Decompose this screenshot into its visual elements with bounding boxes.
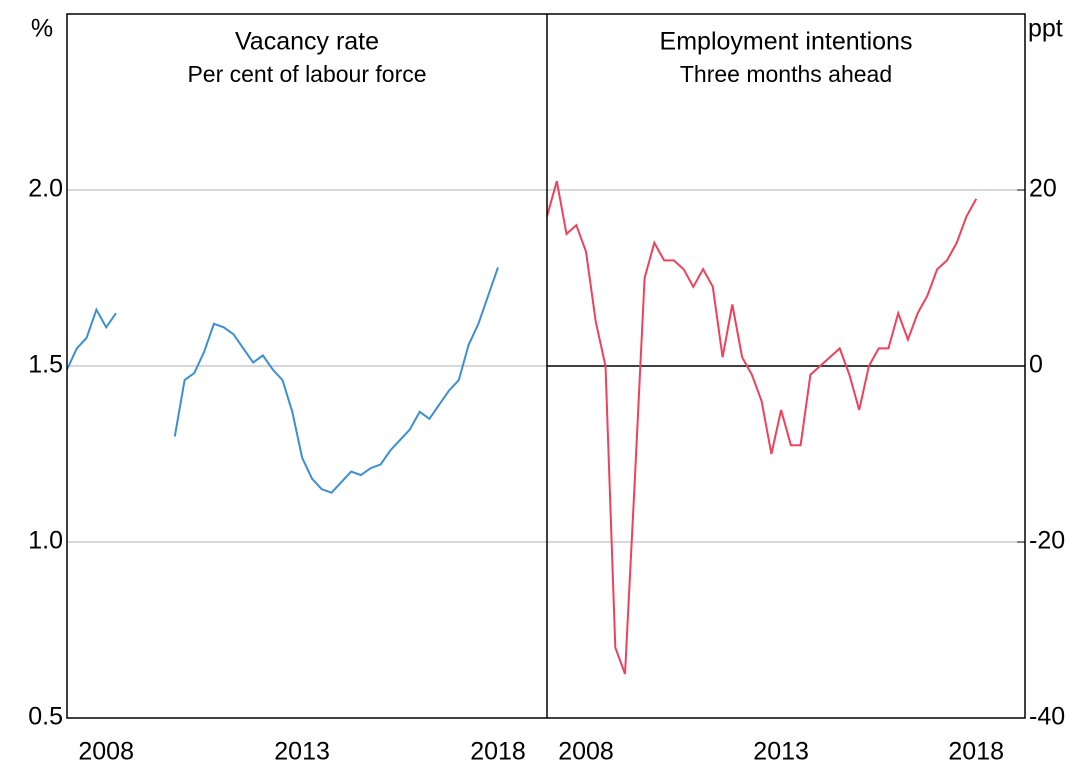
data-line: [546, 180, 978, 675]
x-tick-label: 2013: [274, 738, 330, 766]
y-tick-label: -20: [1029, 527, 1065, 555]
x-tick-label: 2018: [948, 738, 1004, 766]
y-tick-label: 2.0: [28, 175, 63, 203]
panel-subtitle: Per cent of labour force: [187, 61, 426, 87]
panel-subtitle: Three months ahead: [680, 61, 892, 87]
x-tick-label: 2018: [470, 738, 526, 766]
y-axis-unit: ppt: [1028, 15, 1063, 43]
x-tick-label: 2008: [78, 738, 134, 766]
plot-frame: [66, 13, 1026, 719]
x-tick-label: 2008: [558, 738, 614, 766]
y-tick-label: 1.0: [28, 527, 63, 555]
y-tick-label: -40: [1029, 703, 1065, 731]
panel-title: Vacancy rate: [235, 28, 379, 56]
panel-title: Employment intentions: [660, 28, 913, 56]
y-tick-label: 20: [1029, 175, 1057, 203]
y-tick-label: 1.5: [28, 351, 63, 379]
data-line: [66, 267, 499, 494]
y-tick-label: 0.5: [28, 703, 63, 731]
x-tick-label: 2013: [753, 738, 809, 766]
y-axis-unit: %: [31, 15, 53, 43]
y-tick-label: 0: [1029, 351, 1043, 379]
